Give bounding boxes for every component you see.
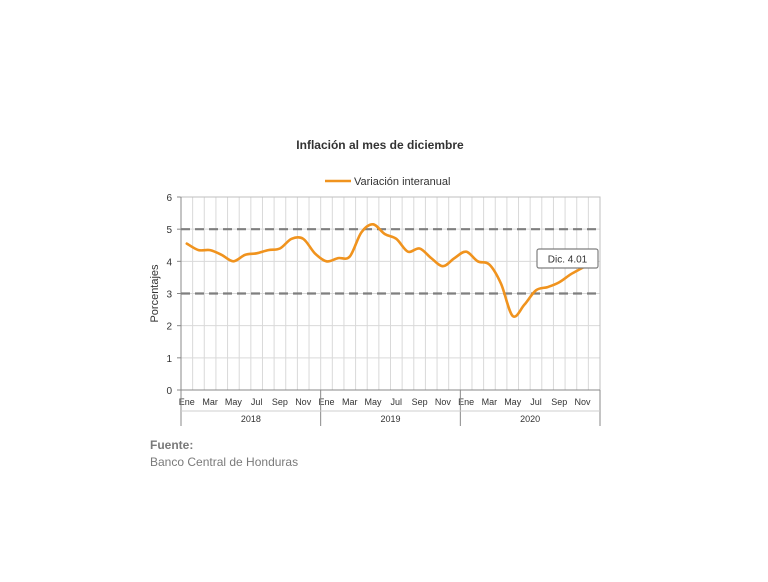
x-tick-label: Ene <box>179 397 195 407</box>
y-tick-label: 1 <box>166 354 172 365</box>
x-tick-label: Sep <box>412 397 428 407</box>
x-tick-label: Nov <box>435 397 452 407</box>
x-tick-label: Sep <box>551 397 567 407</box>
x-tick-label: Nov <box>575 397 592 407</box>
chart-title: Inflación al mes de diciembre <box>296 138 464 152</box>
x-tick-label: Mar <box>202 397 218 407</box>
source-value: Banco Central de Honduras <box>150 455 299 469</box>
annotation-box <box>536 248 599 269</box>
annotation-label: Dic. 4.01 <box>548 255 588 266</box>
x-tick-label: Jul <box>251 397 263 407</box>
x-tick-label: May <box>225 397 243 407</box>
x-tick-label: Nov <box>295 397 312 407</box>
y-axis-title: Porcentajes <box>149 264 161 323</box>
y-tick-label: 6 <box>166 193 172 204</box>
x-tick-label: Sep <box>272 397 288 407</box>
x-tick-label: Ene <box>458 397 474 407</box>
x-tick-label: Jul <box>391 397 403 407</box>
x-tick-label: Mar <box>342 397 358 407</box>
y-tick-label: 2 <box>166 322 172 333</box>
y-tick-label: 0 <box>166 386 172 397</box>
x-tick-label: Ene <box>318 397 334 407</box>
x-tick-label: May <box>365 397 383 407</box>
year-label: 2019 <box>380 414 400 424</box>
x-tick-label: May <box>504 397 522 407</box>
legend-label: Variación interanual <box>354 176 450 188</box>
year-label: 2018 <box>241 414 261 424</box>
y-tick-label: 3 <box>166 290 172 301</box>
x-tick-label: Mar <box>482 397 498 407</box>
y-tick-label: 5 <box>166 225 172 236</box>
y-tick-label: 4 <box>166 257 172 268</box>
series-line-variacion-interanual <box>185 223 596 318</box>
source-label: Fuente: <box>150 438 194 452</box>
year-label: 2020 <box>520 414 540 424</box>
x-tick-label: Jul <box>530 397 542 407</box>
